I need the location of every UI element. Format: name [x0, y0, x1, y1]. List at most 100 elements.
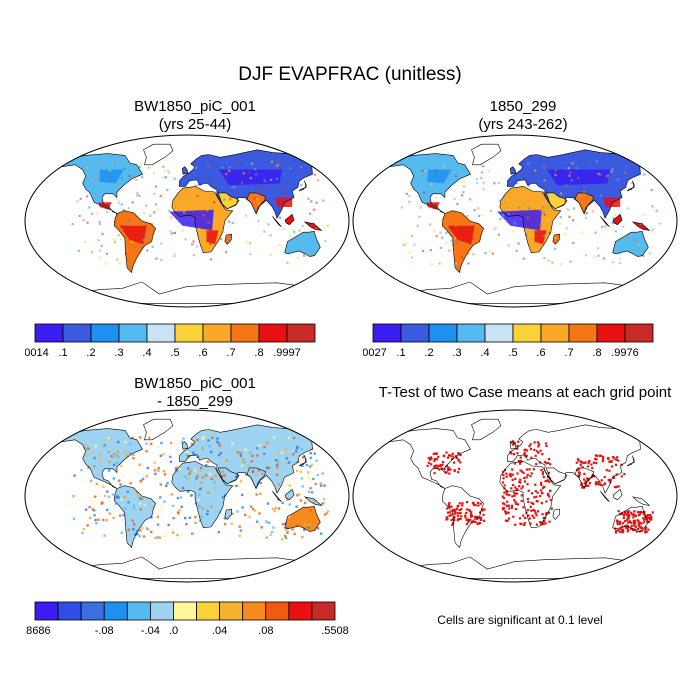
field-cell — [481, 171, 484, 174]
diff-cell — [156, 523, 160, 526]
field-cell — [634, 239, 637, 242]
diff-cell — [292, 436, 296, 440]
field-cell — [600, 226, 604, 229]
significant-cell — [530, 509, 533, 512]
diff-cell — [244, 513, 247, 517]
diff-cell — [92, 451, 95, 454]
colorbar-box — [242, 601, 267, 621]
diff-cell — [126, 490, 129, 493]
field-cell — [220, 185, 223, 188]
significant-cell — [540, 502, 543, 505]
diff-cell — [110, 455, 113, 458]
field-cell — [99, 160, 102, 163]
field-cell — [101, 232, 104, 235]
field-cell — [192, 254, 196, 257]
diff-cell — [315, 459, 318, 462]
significant-cell — [525, 449, 529, 452]
field-cell — [138, 195, 141, 198]
colorbar-box — [34, 323, 64, 343]
field-cell — [518, 175, 521, 178]
land-uk — [510, 166, 516, 175]
diff-cell — [303, 528, 306, 532]
diff-cell — [299, 470, 303, 473]
significant-cell — [584, 461, 587, 464]
significant-cell — [634, 514, 637, 517]
diff-cell — [85, 454, 88, 457]
significant-cell — [623, 473, 626, 476]
significant-cell — [626, 516, 629, 519]
field-cell — [209, 242, 212, 245]
field-cell — [577, 176, 580, 180]
significant-cell — [628, 515, 631, 518]
field-cell — [91, 167, 94, 170]
significant-cell — [632, 514, 635, 517]
field-cell — [299, 165, 302, 169]
significant-cell — [627, 528, 630, 532]
land-africa — [171, 461, 233, 528]
field-cell — [440, 218, 444, 221]
significant-cell — [505, 490, 508, 493]
significant-cell — [472, 501, 475, 504]
diff-cell — [312, 500, 316, 503]
significant-cell — [456, 512, 459, 515]
field-cell — [267, 223, 270, 226]
significant-cell — [608, 469, 611, 472]
diff-cell — [280, 451, 283, 455]
significant-cell — [530, 456, 533, 459]
field-cell — [130, 240, 133, 243]
field-cell — [570, 179, 573, 182]
significant-cell — [533, 448, 536, 452]
diff-cell — [265, 520, 268, 523]
diff-cell — [94, 495, 97, 498]
field-cell — [121, 225, 124, 228]
land-namerica — [60, 428, 143, 489]
field-cell — [160, 258, 163, 261]
colorbar-label: .4 — [142, 347, 151, 359]
field-cell — [453, 198, 456, 201]
field-cell — [565, 227, 568, 230]
significant-cell — [612, 456, 615, 459]
significant-cell — [642, 521, 645, 524]
significant-cell — [537, 445, 540, 448]
significant-cell — [621, 531, 624, 534]
diff-cell — [170, 493, 173, 496]
field-cell — [131, 201, 134, 204]
significant-cell — [522, 514, 525, 517]
colorbar-label: .7 — [564, 347, 573, 359]
field-cell — [169, 230, 172, 233]
significant-cell — [645, 517, 649, 520]
significant-cell — [513, 494, 516, 497]
significant-cell — [535, 514, 538, 517]
map-case — [24, 134, 350, 308]
field-cell — [489, 209, 492, 212]
diff-cell — [302, 454, 306, 458]
field-cell — [76, 200, 79, 203]
colorbar-box — [34, 601, 59, 621]
field-cell — [556, 205, 560, 208]
field-cell — [122, 208, 125, 211]
significant-cell — [595, 462, 598, 465]
field-cell — [507, 212, 510, 216]
field-cell — [482, 165, 485, 168]
field-cell — [433, 229, 436, 232]
coastline-indonesia2 — [612, 488, 623, 501]
field-cell — [106, 210, 109, 213]
field-cell — [619, 252, 622, 255]
diff-cell — [216, 440, 219, 443]
coastline-japan — [626, 455, 635, 467]
diff-cell — [266, 502, 270, 505]
significant-cell — [621, 525, 624, 528]
diff-cell — [185, 523, 188, 526]
field-cell — [160, 242, 163, 245]
field-cell — [210, 258, 213, 261]
significant-cell — [461, 504, 464, 507]
field-cell — [599, 173, 602, 176]
significant-cell — [636, 511, 639, 514]
diff-cell — [143, 503, 146, 507]
field-cell — [408, 194, 411, 197]
diff-cell — [286, 527, 289, 530]
field-cell — [153, 211, 156, 214]
land-namerica — [388, 153, 471, 214]
diff-cell — [118, 479, 121, 482]
diff-cell — [321, 472, 324, 475]
